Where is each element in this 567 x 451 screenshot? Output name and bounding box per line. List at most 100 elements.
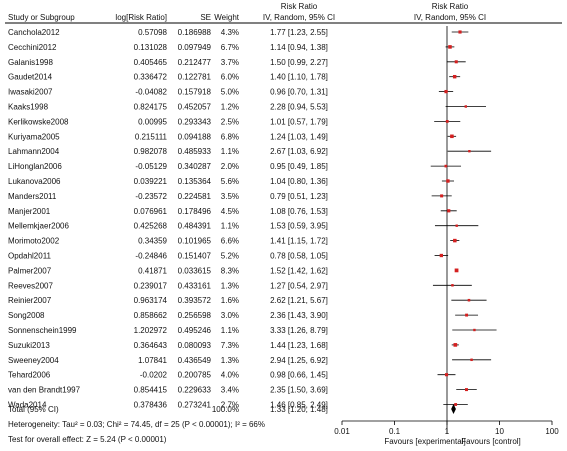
study-name: Sweeney2004 [8, 356, 59, 365]
effect-square [454, 403, 458, 406]
effect-square [444, 164, 448, 168]
effect-square [450, 134, 454, 139]
study-name: Mellemkjaer2006 [8, 222, 69, 231]
x-axis: 0.01 0.1 1 10 100 [334, 420, 559, 436]
overall-effect-text: Test for overall effect: Z = 5.24 (P < 0… [8, 435, 167, 444]
study-se: 0.094188 [178, 132, 212, 141]
study-ci: 0.95 [0.49, 1.85] [270, 162, 328, 171]
study-ci: 1.40 [1.10, 1.78] [270, 73, 328, 82]
study-log-rr: 0.336472 [134, 73, 168, 82]
effect-square [439, 253, 443, 258]
study-weight: 5.0% [221, 88, 239, 97]
study-name: Gaudet2014 [8, 73, 53, 82]
study-ci: 1.01 [0.57, 1.79] [270, 117, 328, 126]
study-rows: Canchola2012 0.57098 0.186988 4.3% 1.77 [1.2… [8, 28, 328, 410]
effect-square [440, 194, 444, 198]
study-ci: 0.98 [0.66, 1.45] [270, 371, 328, 380]
study-ci: 1.08 [0.76, 1.53] [270, 207, 328, 216]
study-se: 0.256598 [178, 311, 212, 320]
study-ci: 0.78 [0.58, 1.05] [270, 252, 328, 261]
study-weight: 2.5% [221, 117, 239, 126]
study-log-rr: 0.239017 [134, 281, 168, 290]
header-log-rr: log[Risk Ratio] [115, 13, 167, 22]
study-log-rr: 1.202972 [134, 326, 168, 335]
study-ci: 2.28 [0.94, 5.53] [270, 103, 328, 112]
study-ci: 1.41 [1.15, 1.72] [270, 237, 328, 246]
effect-square [448, 45, 452, 49]
study-name: Canchola2012 [8, 28, 60, 37]
study-log-rr: 1.07841 [138, 356, 167, 365]
study-log-rr: 0.982078 [134, 147, 168, 156]
header-risk-ratio: Risk Ratio [281, 2, 318, 11]
study-ci: 2.36 [1.43, 3.90] [270, 311, 328, 320]
study-se: 0.033615 [178, 266, 212, 275]
study-log-rr: 0.41871 [138, 266, 167, 275]
study-ci: 1.77 [1.23, 2.55] [270, 28, 328, 37]
study-log-rr: 0.076961 [134, 207, 168, 216]
study-weight: 1.3% [221, 356, 239, 365]
study-name: Manjer2001 [8, 207, 51, 216]
effect-square [454, 268, 459, 273]
plot-marks [430, 26, 497, 434]
study-name: van den Brandt1997 [8, 386, 81, 395]
study-name: Morimoto2002 [8, 237, 60, 246]
study-weight: 2.7% [221, 401, 239, 410]
study-log-rr: 0.854415 [134, 386, 168, 395]
heterogeneity-text: Heterogeneity: Tau² = 0.03; Chi² = 74.45… [8, 420, 265, 429]
effect-square [455, 224, 458, 227]
study-weight: 4.3% [221, 28, 239, 37]
study-log-rr: 0.364643 [134, 341, 168, 350]
study-log-rr: 0.131028 [134, 43, 168, 52]
x-tick-label: 1 [445, 427, 450, 436]
study-weight: 1.2% [221, 103, 239, 112]
study-se: 0.178496 [178, 207, 212, 216]
study-weight: 1.1% [221, 147, 239, 156]
study-ci: 1.46 [0.85, 2.49] [270, 401, 328, 410]
total-label: Total (95% CI) [8, 405, 59, 414]
study-se: 0.433161 [178, 281, 212, 290]
effect-square [445, 120, 449, 123]
study-log-rr: -0.04082 [135, 88, 167, 97]
effect-square [447, 209, 451, 213]
study-weight: 5.2% [221, 252, 239, 261]
x-tick-label: 10 [495, 427, 504, 436]
study-name: Cecchini2012 [8, 43, 57, 52]
x-tick-label: 0.01 [334, 427, 350, 436]
study-log-rr: 0.963174 [134, 296, 168, 305]
header-plot-risk-ratio: Risk Ratio [432, 2, 469, 11]
study-se: 0.122781 [178, 73, 212, 82]
header-rr-method: IV, Random, 95% CI [263, 13, 335, 22]
study-name: Tehard2006 [8, 371, 51, 380]
study-weight: 3.0% [221, 311, 239, 320]
study-weight: 5.6% [221, 177, 239, 186]
study-name: Wada2014 [8, 401, 47, 410]
study-weight: 6.8% [221, 132, 239, 141]
study-name: Reeves2007 [8, 281, 53, 290]
study-se: 0.340287 [178, 162, 212, 171]
header-weight: Weight [214, 13, 240, 22]
total-weight: 100.0% [212, 405, 239, 414]
study-name: Sonnenschein1999 [8, 326, 77, 335]
study-weight: 6.7% [221, 43, 239, 52]
effect-square [446, 179, 450, 183]
study-name: Palmer2007 [8, 266, 52, 275]
study-name: Kaaks1998 [8, 103, 49, 112]
header-se: SE [200, 13, 211, 22]
study-se: 0.135364 [178, 177, 212, 186]
effect-square [444, 89, 448, 94]
study-log-rr: 0.00995 [138, 117, 167, 126]
study-weight: 3.5% [221, 192, 239, 201]
study-name: LiHonglan2006 [8, 162, 62, 171]
study-weight: 1.1% [221, 326, 239, 335]
study-name: Kerlikowske2008 [8, 117, 69, 126]
total-ci: 1.33 [1.20, 1.48] [270, 405, 328, 414]
study-name: Kuriyama2005 [8, 132, 60, 141]
study-ci: 0.79 [0.51, 1.23] [270, 192, 328, 201]
study-log-rr: 0.858662 [134, 311, 168, 320]
study-ci: 1.44 [1.23, 1.68] [270, 341, 328, 350]
study-se: 0.212477 [178, 58, 212, 67]
study-weight: 1.1% [221, 222, 239, 231]
study-se: 0.157918 [178, 88, 212, 97]
study-log-rr: 0.57098 [138, 28, 167, 37]
